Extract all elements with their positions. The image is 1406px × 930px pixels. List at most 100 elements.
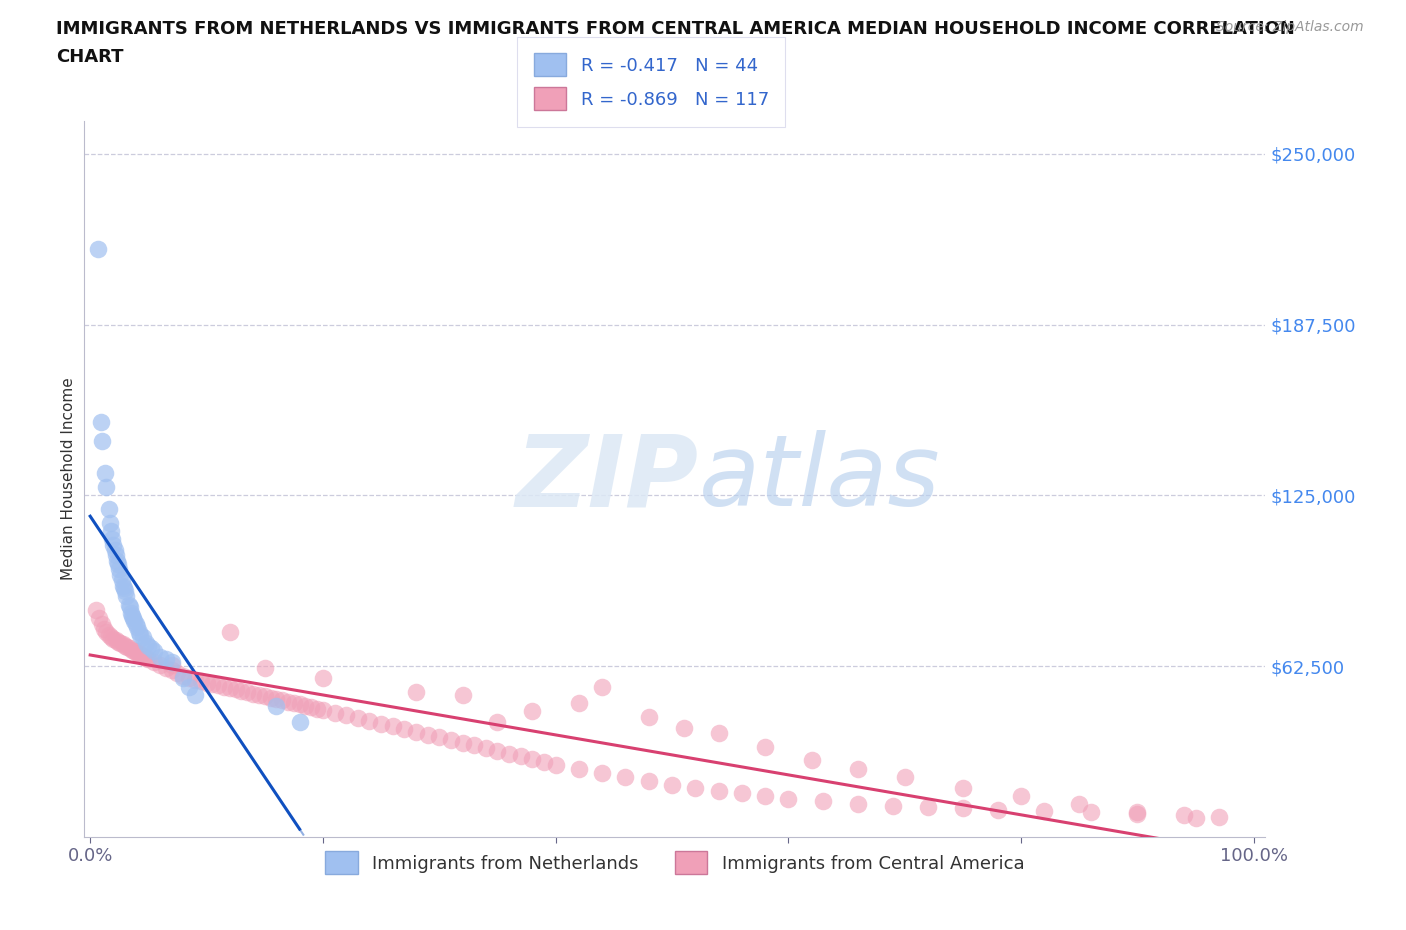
Point bbox=[451, 736, 474, 751]
Point bbox=[212, 679, 235, 694]
Point bbox=[184, 687, 207, 702]
Point bbox=[90, 617, 112, 631]
Point bbox=[259, 690, 281, 705]
Point bbox=[346, 711, 368, 725]
Point bbox=[100, 524, 122, 538]
Point bbox=[195, 675, 218, 690]
Point bbox=[1033, 804, 1056, 818]
Point bbox=[707, 783, 730, 798]
Point bbox=[661, 777, 683, 792]
Point bbox=[124, 644, 146, 658]
Point bbox=[225, 682, 247, 697]
Text: IMMIGRANTS FROM NETHERLANDS VS IMMIGRANTS FROM CENTRAL AMERICA MEDIAN HOUSEHOLD : IMMIGRANTS FROM NETHERLANDS VS IMMIGRANT… bbox=[56, 20, 1295, 38]
Point bbox=[683, 780, 706, 795]
Point bbox=[131, 630, 153, 644]
Point bbox=[288, 697, 311, 711]
Point bbox=[266, 692, 288, 707]
Point bbox=[118, 641, 141, 656]
Point bbox=[299, 699, 322, 714]
Y-axis label: Median Household Income: Median Household Income bbox=[60, 378, 76, 580]
Point bbox=[131, 648, 153, 663]
Point bbox=[568, 762, 591, 777]
Point bbox=[172, 669, 194, 684]
Point bbox=[207, 678, 229, 693]
Point bbox=[247, 687, 270, 702]
Point bbox=[117, 597, 139, 612]
Point bbox=[128, 646, 150, 661]
Point bbox=[394, 722, 416, 737]
Point bbox=[1173, 807, 1195, 822]
Point bbox=[312, 702, 335, 717]
Point bbox=[94, 466, 117, 481]
Point bbox=[533, 754, 555, 769]
Point bbox=[813, 794, 835, 809]
Point bbox=[103, 538, 125, 552]
Point bbox=[498, 746, 520, 761]
Point bbox=[731, 786, 754, 801]
Point bbox=[96, 480, 118, 495]
Point bbox=[405, 724, 427, 739]
Point bbox=[121, 643, 143, 658]
Point bbox=[591, 679, 613, 694]
Point bbox=[117, 640, 139, 655]
Point bbox=[125, 619, 148, 634]
Point bbox=[754, 789, 776, 804]
Text: CHART: CHART bbox=[56, 48, 124, 66]
Point bbox=[707, 725, 730, 740]
Point bbox=[166, 666, 188, 681]
Point bbox=[427, 730, 450, 745]
Point bbox=[987, 803, 1010, 817]
Point bbox=[778, 791, 800, 806]
Point bbox=[160, 663, 183, 678]
Point bbox=[118, 600, 141, 615]
Point bbox=[370, 716, 392, 731]
Point bbox=[283, 696, 305, 711]
Point bbox=[128, 625, 150, 640]
Point bbox=[172, 671, 194, 686]
Point bbox=[323, 705, 346, 720]
Point bbox=[97, 628, 120, 643]
Point bbox=[110, 573, 132, 588]
Point bbox=[266, 698, 288, 713]
Point bbox=[149, 658, 172, 672]
Point bbox=[882, 798, 904, 813]
Text: Source: ZipAtlas.com: Source: ZipAtlas.com bbox=[1216, 20, 1364, 34]
Point bbox=[104, 542, 127, 557]
Point bbox=[1069, 797, 1091, 812]
Point bbox=[312, 671, 335, 686]
Point bbox=[93, 622, 115, 637]
Point bbox=[177, 671, 200, 686]
Point bbox=[89, 611, 111, 626]
Point bbox=[509, 749, 531, 764]
Point bbox=[111, 578, 134, 593]
Point bbox=[155, 660, 177, 675]
Point bbox=[114, 638, 136, 653]
Point bbox=[108, 562, 131, 577]
Point bbox=[110, 567, 132, 582]
Point bbox=[440, 733, 463, 748]
Point bbox=[87, 242, 110, 257]
Point bbox=[115, 589, 138, 604]
Point bbox=[121, 608, 143, 623]
Point bbox=[90, 433, 112, 448]
Point bbox=[846, 762, 869, 777]
Point bbox=[103, 631, 125, 646]
Point bbox=[149, 649, 172, 664]
Point bbox=[111, 637, 134, 652]
Point bbox=[125, 645, 148, 660]
Point bbox=[1126, 805, 1149, 820]
Point bbox=[96, 625, 118, 640]
Point bbox=[952, 780, 974, 795]
Point bbox=[177, 679, 200, 694]
Point bbox=[124, 617, 146, 631]
Point bbox=[637, 710, 659, 724]
Point bbox=[231, 684, 253, 698]
Point bbox=[614, 769, 637, 784]
Point bbox=[98, 515, 121, 530]
Point bbox=[120, 605, 142, 620]
Point bbox=[335, 708, 357, 723]
Point bbox=[104, 548, 127, 563]
Point bbox=[463, 738, 485, 753]
Point bbox=[132, 649, 155, 664]
Point bbox=[124, 614, 146, 629]
